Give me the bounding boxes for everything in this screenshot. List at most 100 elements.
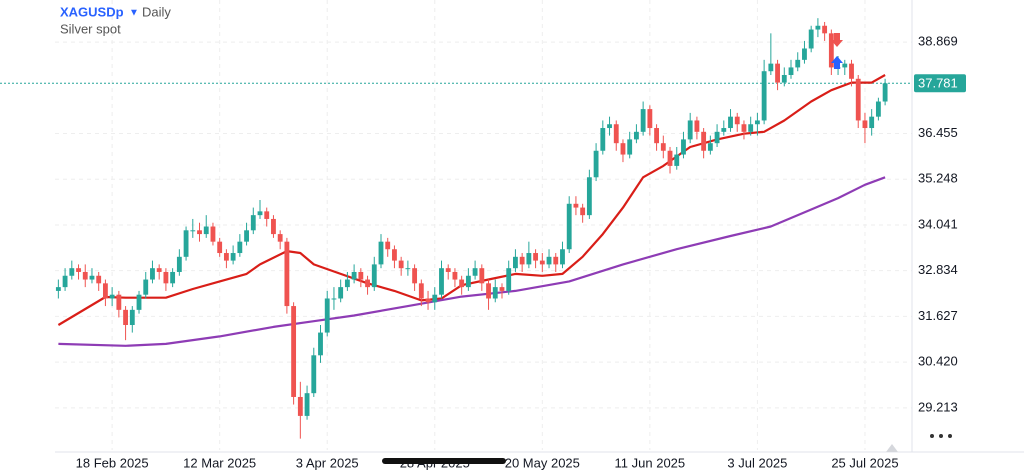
candle-body — [721, 128, 727, 132]
candle-body — [230, 253, 236, 261]
subtitle: Silver spot — [60, 21, 121, 36]
candle-body — [304, 393, 310, 416]
y-tick-label: 32.834 — [918, 262, 958, 277]
candle-body — [613, 124, 619, 144]
candle-body — [116, 294, 122, 310]
candle-body — [136, 294, 142, 310]
y-tick-label: 30.420 — [918, 354, 958, 369]
candle-body — [412, 268, 418, 284]
candle-body — [311, 355, 317, 394]
candle-body — [250, 215, 256, 231]
candle-body — [849, 63, 854, 79]
candle-body — [385, 241, 391, 250]
candle-body — [815, 25, 821, 30]
candle-body — [69, 268, 75, 276]
candle-body — [109, 294, 115, 299]
y-tick-label: 34.041 — [918, 216, 958, 231]
menu-dot[interactable] — [948, 434, 952, 438]
home-indicator — [382, 458, 506, 464]
candle-body — [660, 143, 666, 151]
candle-body — [539, 260, 545, 265]
candle-body — [445, 268, 451, 272]
candle-body — [197, 230, 202, 235]
candle-body — [237, 241, 243, 254]
candle-body — [76, 268, 81, 272]
x-tick-label: 3 Jul 2025 — [727, 455, 787, 470]
candle-body — [96, 275, 102, 284]
candle-body — [190, 230, 196, 232]
candle-body — [842, 63, 848, 68]
candle-body — [681, 139, 686, 155]
candles — [55, 18, 888, 439]
symbol-dropdown[interactable]: ▼ — [129, 8, 139, 19]
candle-body — [492, 287, 498, 299]
x-tick-label: 12 Mar 2025 — [183, 455, 256, 470]
candle-body — [62, 275, 68, 288]
candle-body — [586, 177, 592, 216]
candle-body — [297, 396, 303, 416]
candle-body — [459, 279, 465, 288]
candle-body — [472, 268, 478, 276]
candle-body — [855, 78, 861, 121]
candle-body — [566, 203, 572, 250]
candle-body — [418, 283, 424, 299]
candle-body — [291, 306, 297, 397]
candle-body — [627, 139, 633, 155]
candle-body — [499, 287, 505, 291]
buy-marker — [831, 56, 843, 69]
candle-body — [479, 268, 485, 284]
candle-body — [425, 298, 431, 303]
candle-body — [284, 241, 290, 307]
interval: Daily — [142, 4, 171, 19]
candle-body — [506, 268, 512, 291]
trade-markers — [831, 33, 843, 69]
menu-dot[interactable] — [930, 434, 934, 438]
candle-body — [875, 101, 881, 117]
candle-body — [271, 218, 276, 235]
candle-body — [647, 109, 653, 129]
candle-body — [802, 48, 807, 60]
legend: XAGUSDp ▼ Daily Silver spot — [60, 4, 171, 36]
candle-body — [707, 143, 713, 151]
candle-body — [882, 83, 888, 102]
candle-body — [633, 131, 639, 140]
candle-body — [808, 29, 814, 49]
y-tick-label: 38.869 — [918, 34, 958, 49]
candle-body — [452, 271, 458, 280]
candle-body — [176, 256, 182, 272]
candle-body — [331, 298, 337, 300]
candle-body — [123, 309, 128, 325]
candle-body — [439, 268, 444, 295]
moving-average — [57, 74, 886, 326]
x-tick-label: 18 Feb 2025 — [76, 455, 149, 470]
candle-body — [183, 230, 189, 257]
symbol[interactable]: XAGUSDp — [60, 4, 124, 19]
candle-body — [869, 116, 875, 129]
candle-body — [338, 287, 344, 299]
candle-body — [593, 150, 599, 178]
candle-body — [486, 283, 491, 299]
candle-body — [351, 271, 357, 280]
candle-body — [526, 253, 532, 265]
candle-body — [324, 298, 330, 333]
candle-body — [654, 128, 660, 144]
candle-body — [580, 207, 586, 216]
candle-body — [754, 120, 760, 125]
candle-body — [560, 249, 565, 265]
y-tick-label: 29.213 — [918, 399, 958, 414]
x-tick-label: 25 Jul 2025 — [831, 455, 898, 470]
candle-body — [513, 256, 518, 269]
candle-body — [55, 287, 61, 291]
candle-body — [89, 275, 95, 280]
x-tick-label: 11 Jun 2025 — [615, 455, 686, 470]
candle-body — [264, 211, 270, 219]
candle-body — [862, 120, 868, 129]
candle-body — [277, 234, 283, 242]
candle-body — [102, 283, 108, 299]
last-price-label: 37.781 — [918, 76, 958, 91]
candle-body — [640, 109, 646, 132]
candle-body — [674, 154, 680, 166]
menu-dot[interactable] — [939, 434, 943, 438]
